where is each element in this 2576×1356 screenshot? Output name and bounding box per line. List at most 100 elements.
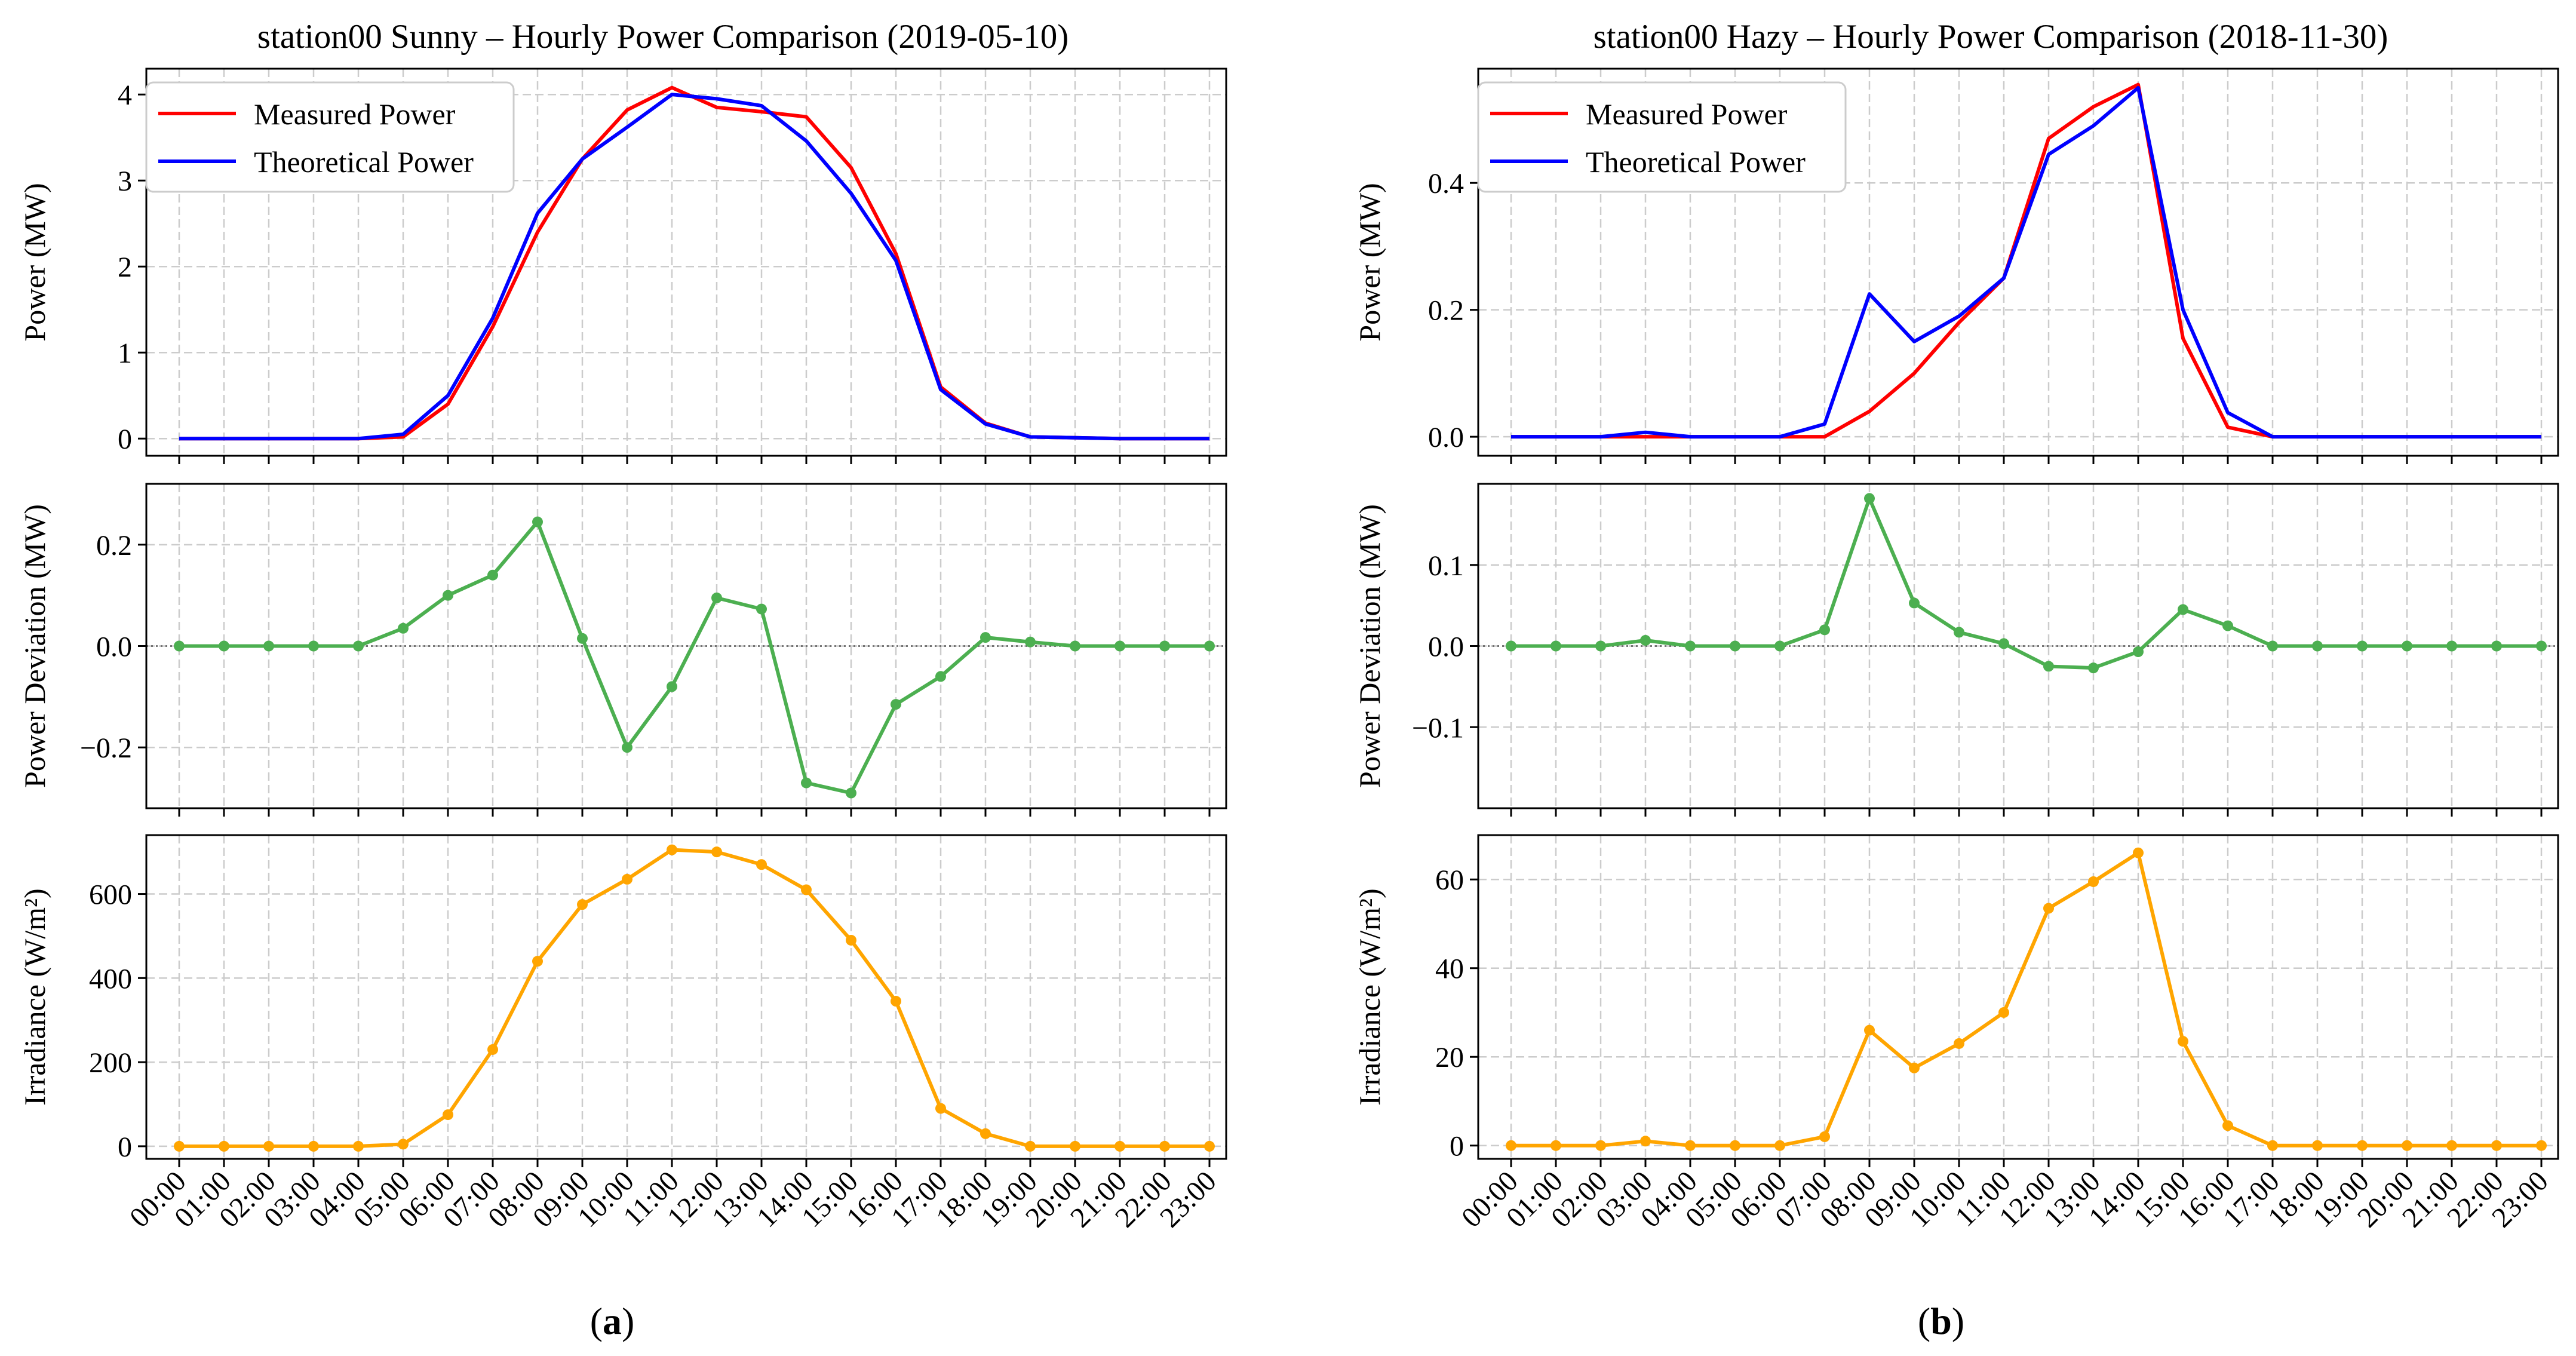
data-point: [1819, 1131, 1830, 1142]
data-point: [667, 681, 677, 692]
legend-theoretical-label: Theoretical Power: [254, 145, 474, 179]
data-point: [1864, 493, 1875, 504]
data-point: [667, 844, 677, 855]
data-point: [2267, 640, 2278, 652]
data-point: [353, 1140, 364, 1152]
panel-b-deviation-plot: −0.1 0.0 0.1 Power Deviation (MW): [1353, 483, 2559, 817]
data-point: [308, 1140, 319, 1152]
axes-frame: [1477, 483, 2559, 809]
data-point: [174, 640, 185, 652]
y-tick-label: 40: [1435, 953, 1464, 985]
y-tick-label: 2: [118, 251, 132, 283]
y-tick-label: −0.1: [1412, 712, 1464, 744]
data-point: [1774, 640, 1785, 652]
y-axis-label: Power Deviation (MW): [18, 504, 51, 788]
data-point: [1159, 640, 1170, 652]
data-point: [801, 777, 812, 789]
y-tick-label: 0.0: [96, 631, 132, 663]
axes-frame: [145, 68, 1227, 457]
panel-a-deviation-plot: −0.2 0.0 0.2 Power Deviation (MW): [18, 483, 1227, 817]
y-axis-label: Power (MW): [1353, 183, 1386, 341]
axes-frame: [1477, 834, 2559, 1160]
y-tick-label: 400: [89, 963, 132, 995]
y-tick-label: 0.2: [96, 530, 132, 562]
data-point: [1595, 1140, 1606, 1151]
data-point: [2043, 903, 2054, 914]
panel-b-legend: Measured Power Theoretical Power: [1477, 81, 1847, 193]
y-tick-label: 3: [118, 165, 132, 197]
data-point: [1730, 1140, 1740, 1151]
y-tick-label: 20: [1435, 1042, 1464, 1073]
data-point: [1998, 1007, 2009, 1018]
y-tick-label: 0.1: [1428, 550, 1464, 582]
series-line: [1511, 85, 2541, 439]
data-point: [1025, 636, 1036, 648]
y-axis-label: Power (MW): [18, 183, 51, 341]
data-point: [1070, 640, 1080, 652]
data-point: [219, 1140, 229, 1152]
series-line: [179, 520, 1209, 795]
data-point: [577, 899, 588, 910]
y-axis-label: Power Deviation (MW): [1353, 504, 1386, 788]
data-point: [846, 787, 856, 799]
data-point: [2133, 847, 2144, 858]
data-point: [1909, 597, 1920, 609]
data-point: [1595, 640, 1606, 652]
data-point: [980, 1128, 991, 1139]
data-point: [1025, 1140, 1036, 1152]
data-point: [443, 1109, 453, 1121]
y-tick-label: 4: [118, 79, 132, 111]
data-point: [1550, 640, 1561, 652]
data-point: [2222, 1120, 2233, 1131]
data-point: [2357, 1140, 2368, 1151]
panel-a: station00 Sunny – Hourly Power Compariso…: [18, 18, 1227, 1342]
data-point: [1550, 1140, 1561, 1151]
data-point: [398, 1139, 409, 1150]
data-point: [1204, 1140, 1215, 1152]
data-point: [2088, 662, 2099, 674]
data-point: [2133, 646, 2144, 658]
data-point: [2446, 640, 2457, 652]
y-tick-label: −0.2: [80, 732, 132, 764]
axes-frame: [145, 483, 1227, 809]
legend-measured-label: Measured Power: [254, 97, 456, 131]
data-point: [2402, 1140, 2412, 1151]
data-point: [398, 622, 409, 634]
y-tick-label: 600: [89, 879, 132, 911]
data-point: [2491, 1140, 2502, 1151]
panel-b-label: (b): [1918, 1300, 1964, 1342]
panel-b-letter: b: [1930, 1300, 1952, 1342]
data-point: [2312, 640, 2323, 652]
y-tick-label: 0: [118, 1131, 132, 1163]
data-point: [2088, 876, 2099, 887]
data-point: [263, 1140, 274, 1152]
data-point: [1114, 1140, 1125, 1152]
panel-a-legend: Measured Power Theoretical Power: [145, 81, 515, 193]
legend-frame: [145, 81, 515, 193]
data-point: [980, 632, 991, 643]
data-point: [1819, 624, 1830, 636]
data-point: [1998, 638, 2009, 649]
series-line: [1511, 496, 2541, 670]
data-point: [2536, 640, 2547, 652]
data-point: [2312, 1140, 2323, 1151]
series-line: [179, 848, 1209, 1148]
data-point: [1909, 1062, 1920, 1073]
legend-theoretical-label: Theoretical Power: [1586, 145, 1806, 179]
panel-b-title: station00 Hazy – Hourly Power Comparison…: [1594, 18, 2388, 56]
data-point: [1204, 640, 1215, 652]
data-point: [353, 640, 364, 652]
data-point: [622, 873, 633, 885]
data-point: [1774, 1140, 1785, 1151]
data-point: [622, 742, 633, 753]
data-point: [1506, 1140, 1516, 1151]
y-tick-label: 0: [1450, 1131, 1464, 1162]
y-tick-label: 0.2: [1428, 295, 1464, 327]
data-point: [756, 859, 767, 870]
y-tick-label: 0.4: [1428, 168, 1464, 200]
data-point: [308, 640, 319, 652]
data-point: [756, 603, 767, 615]
panel-a-label: (a): [590, 1300, 635, 1342]
data-point: [487, 569, 498, 581]
